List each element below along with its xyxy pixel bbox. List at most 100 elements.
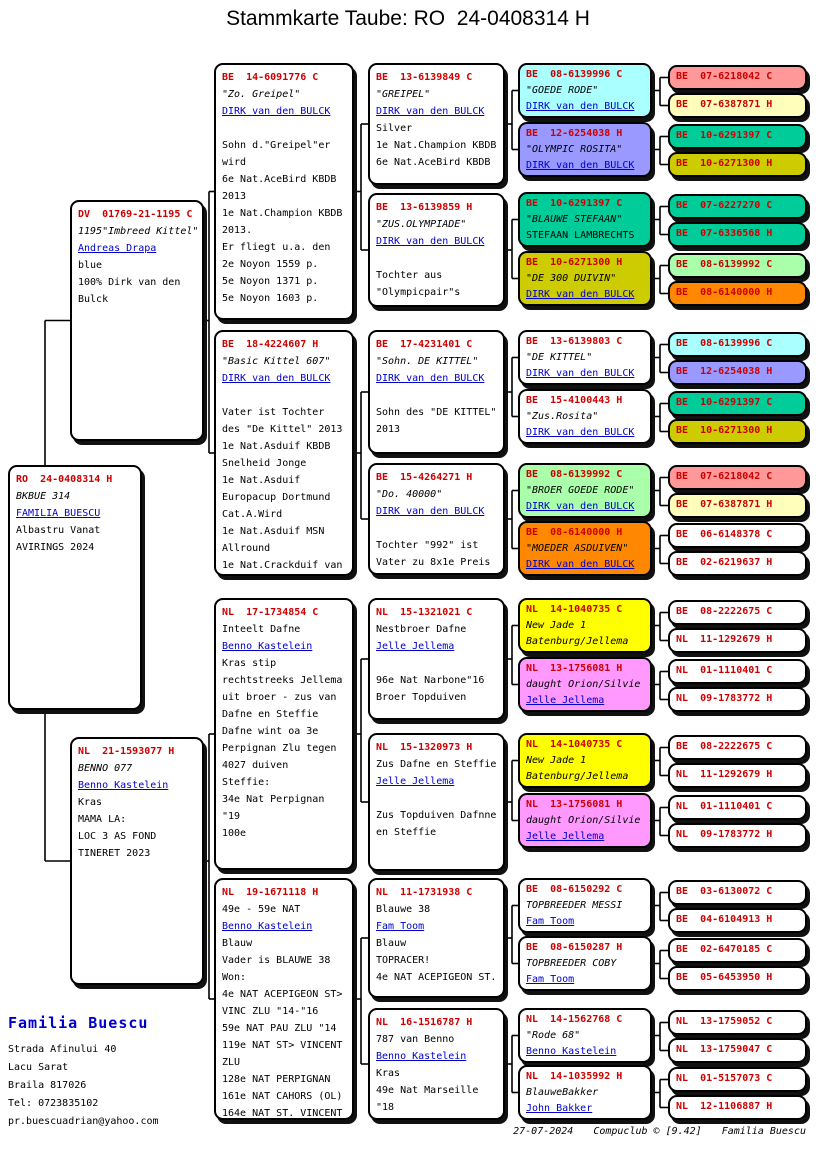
owner-name: DIRK van den BULCK: [526, 289, 635, 300]
ring-number: NL 14-1040735 C: [526, 604, 623, 615]
ring-number: BE 15-4100443 H: [526, 395, 623, 406]
info-line: 2013: [376, 424, 401, 435]
pedigree-box-gen5-7: BE 08-6140000 H: [668, 281, 807, 306]
ring-number: NL 11-1292679 H: [676, 769, 773, 780]
pedigree-box-gen5-24: BE 03-6130072 C: [668, 880, 807, 905]
footer-date: 27-07-2024: [513, 1126, 574, 1137]
pigeon-name: Zus Dafne en Steffie: [376, 759, 497, 770]
info-line: [222, 387, 346, 404]
ring-number: NL 21-1593077 H: [78, 746, 175, 757]
pigeon-name: "Rode 68": [526, 1030, 581, 1041]
pigeon-name: "ZUS.OLYMPIADE": [376, 219, 467, 230]
ring-number: BE 08-6139996 C: [676, 338, 773, 349]
owner-name: FAMILIA BUESCU: [16, 508, 101, 519]
info-line: Kras: [78, 797, 103, 808]
info-line: 1e Nat.Asduif: [222, 475, 301, 486]
info-line: 34e Nat Perpignan: [222, 794, 325, 805]
pedigree-box-gen3-3: BE 15-4264271 H "Do. 40000" DIRK van den B…: [368, 463, 505, 575]
ring-number: BE 07-6387871 H: [676, 99, 773, 110]
pedigree-box-gen5-15: BE 02-6219637 H: [668, 551, 807, 576]
ring-number: RO 24-0408314 H: [16, 474, 113, 485]
info-line: 164e NAT ST. VINCENT: [222, 1108, 343, 1119]
ring-number: BE 18-4224607 H: [222, 339, 319, 350]
info-line: 1e Nat.Asduif MSN: [222, 526, 325, 537]
ring-number: BE 07-6336568 H: [676, 228, 773, 239]
pedigree-box-gen5-5: BE 07-6336568 H: [668, 222, 807, 247]
info-line: [376, 250, 497, 267]
pigeon-name: "GOEDE RODE": [526, 85, 599, 96]
pigeon-name: New Jade 1: [526, 620, 587, 631]
pedigree-box-gen5-14: BE 06-6148378 C: [668, 523, 807, 548]
info-line: ZLU: [222, 1057, 241, 1068]
pedigree-box-gen3-6: NL 11-1731938 C Blauwe 38 Fam Toom Blauw TOP…: [368, 878, 505, 998]
contact-city: Braila 817026: [8, 1080, 87, 1091]
ring-number: BE 08-6140000 H: [676, 287, 773, 298]
info-line: 96e Nat Narbone"16: [376, 675, 485, 686]
ring-number: BE 10-6291397 C: [526, 198, 623, 209]
ring-number: BE 08-6140000 H: [526, 527, 623, 538]
pedigree-box-gen5-17: NL 11-1292679 H: [668, 628, 807, 653]
pigeon-name: "Basic Kittel 607": [222, 356, 331, 367]
pedigree-box-gen4-10: NL 14-1040735 C New Jade 1 Batenburg/Jelle…: [518, 733, 652, 788]
pedigree-box-gen4-15: NL 14-1035992 H BlauweBakker John Bakker: [518, 1065, 652, 1120]
info-line: TINERET 2023: [78, 848, 151, 859]
ring-number: NL 13-1756081 H: [526, 799, 623, 810]
pedigree-box-gen1-0: DV 01769-21-1195 C 1195"Imbreed Kittel" An…: [70, 200, 204, 441]
info-line: VINC ZLU "14-"16: [222, 1006, 319, 1017]
pedigree-box-gen4-8: NL 14-1040735 C New Jade 1 Batenburg/Jelle…: [518, 598, 652, 653]
pigeon-name: "DE 300 DUIVIN": [526, 273, 617, 284]
ring-number: BE 10-6271300 H: [676, 425, 773, 436]
pedigree-box-gen5-12: BE 07-6218042 C: [668, 465, 807, 490]
pedigree-box-gen4-0: BE 08-6139996 C "GOEDE RODE" DIRK van den …: [518, 63, 652, 118]
pigeon-name: daught Orion/Silvie: [526, 679, 641, 690]
pedigree-box-gen5-2: BE 10-6291397 C: [668, 124, 807, 149]
info-line: 2013.: [222, 225, 253, 236]
ring-number: BE 08-6150287 H: [526, 942, 623, 953]
pedigree-box-gen4-7: BE 08-6140000 H "MOEDER ASDUIVEN" DIRK van…: [518, 521, 652, 576]
info-line: 1e Nat.Champion KBDB: [222, 208, 343, 219]
info-line: Blauw: [376, 938, 407, 949]
footer: 27-07-2024 Compuclub © [9.42] Familia Bu…: [513, 1126, 806, 1137]
pigeon-name: New Jade 1: [526, 755, 587, 766]
pedigree-box-gen4-5: BE 15-4100443 H "Zus.Rosita" DIRK van den …: [518, 389, 652, 444]
info-line: Broer Topduiven: [376, 692, 467, 703]
pigeon-name: "Zus.Rosita": [526, 411, 599, 422]
owner-name: Andreas Drapa: [78, 243, 157, 254]
ring-number: NL 13-1756081 H: [526, 663, 623, 674]
pigeon-name: BlauweBakker: [526, 1087, 599, 1098]
info-line: blue: [78, 260, 103, 271]
ring-number: NL 13-1759047 C: [676, 1044, 773, 1055]
ring-number: NL 19-1671118 H: [222, 887, 319, 898]
owner-name: Benno Kastelein: [222, 921, 313, 932]
contact-street: Strada Afinului 40: [8, 1044, 117, 1055]
pedigree-box-gen4-6: BE 08-6139992 C "BROER GOEDE RODE" DIRK va…: [518, 463, 652, 518]
info-line: 6e Nat.AceBird KBDB: [222, 174, 337, 185]
ring-number: BE 06-6148378 C: [676, 529, 773, 540]
info-line: Bulck: [78, 294, 109, 305]
ring-number: NL 09-1783772 H: [676, 829, 773, 840]
pigeon-name: "OLYMPIC ROSITA": [526, 144, 623, 155]
ring-number: NL 01-5157073 C: [676, 1073, 773, 1084]
info-line: MAMA LA:: [78, 814, 127, 825]
info-line: 2e Noyon 1559 p.: [222, 259, 319, 270]
info-line: wird: [222, 157, 247, 168]
pigeon-name: "MOEDER ASDUIVEN": [526, 543, 629, 554]
owner-name: DIRK van den BULCK: [526, 427, 635, 438]
pedigree-box-gen5-30: NL 01-5157073 C: [668, 1067, 807, 1092]
pigeon-name: "Zo. Greipel": [222, 89, 301, 100]
info-line: Batenburg/Jellema: [526, 636, 629, 647]
info-line: 4e NAT ACEPIGEON ST>: [222, 989, 343, 1000]
info-line: STEFAAN LAMBRECHTS: [526, 230, 635, 241]
info-line: Snelheid Jonge: [222, 458, 307, 469]
info-line: Vader is BLAUWE 38: [222, 955, 331, 966]
owner-name: Jelle Jellema: [376, 776, 455, 787]
info-line: 128e NAT PERPIGNAN: [222, 1074, 331, 1085]
pedigree-box-gen3-4: NL 15-1321021 C Nestbroer Dafne Jelle Jell…: [368, 598, 505, 720]
pigeon-name: TOPBREEDER COBY: [526, 958, 617, 969]
pedigree-box-gen5-23: NL 09-1783772 H: [668, 823, 807, 848]
info-line: 5e Noyon 1603 p.: [222, 293, 319, 304]
owner-name: DIRK van den BULCK: [222, 106, 331, 117]
ring-number: BE 15-4264271 H: [376, 472, 473, 483]
pigeon-name: "GREIPEL": [376, 89, 431, 100]
owner-name: Jelle Jellema: [526, 831, 605, 842]
